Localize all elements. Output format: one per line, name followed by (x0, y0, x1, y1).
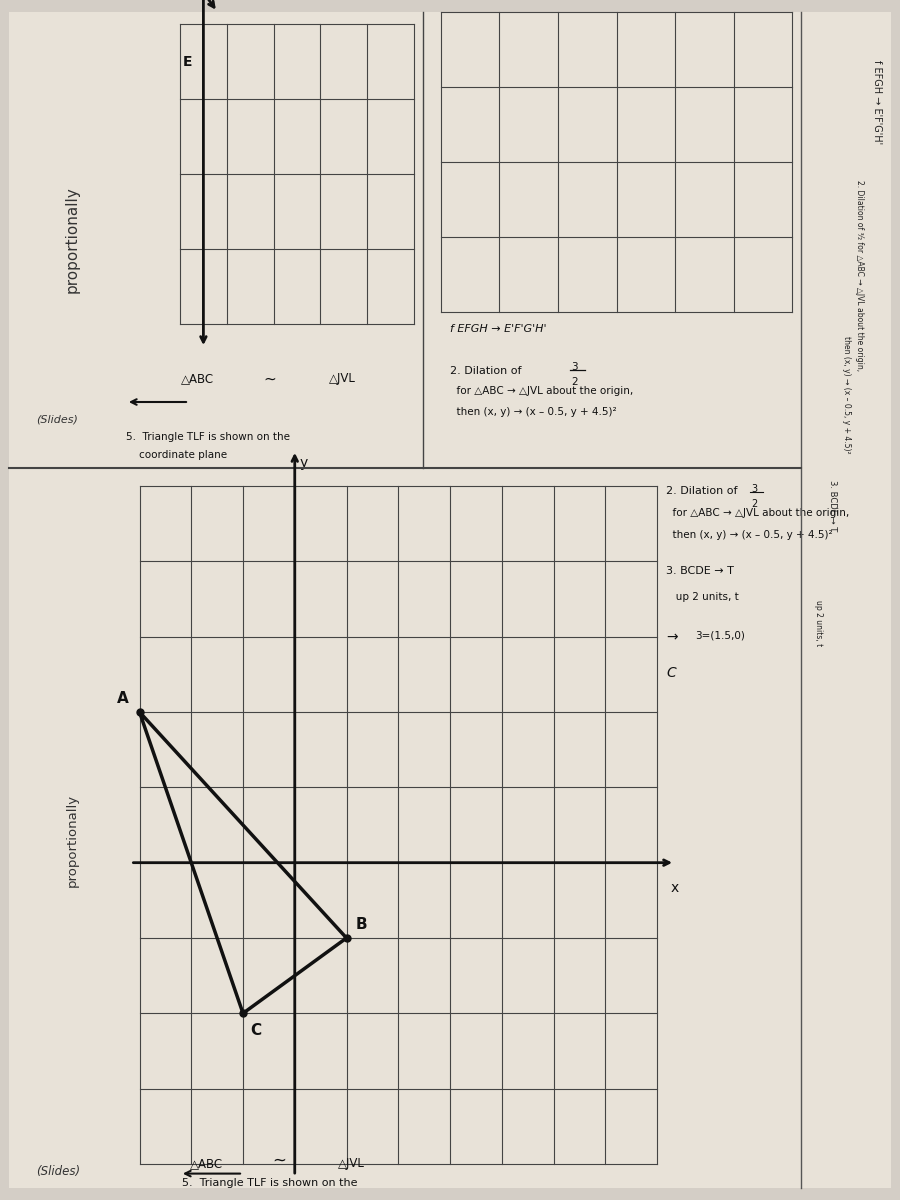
Text: for △ABC → △JVL about the origin,: for △ABC → △JVL about the origin, (666, 508, 850, 517)
Text: then (x, y) → (x – 0.5, y + 4.5)²: then (x, y) → (x – 0.5, y + 4.5)² (842, 336, 850, 454)
Text: 3: 3 (752, 484, 758, 493)
Text: 2: 2 (572, 377, 578, 386)
Text: 3. BCDE → T: 3. BCDE → T (828, 480, 837, 532)
Text: E: E (183, 54, 193, 68)
Text: for △ABC → △JVL about the origin,: for △ABC → △JVL about the origin, (450, 386, 634, 396)
Text: ~: ~ (264, 372, 276, 386)
Text: x: x (670, 881, 679, 895)
Text: coordinate plane: coordinate plane (126, 450, 227, 460)
Text: 2. Dilation of: 2. Dilation of (666, 486, 741, 496)
Text: 5.  Triangle TLF is shown on the: 5. Triangle TLF is shown on the (126, 432, 290, 442)
Text: C: C (250, 1022, 261, 1038)
Text: up 2 units, t: up 2 units, t (814, 600, 824, 647)
Text: △ABC: △ABC (191, 1157, 223, 1170)
Text: f EFGH → E'F'G'H': f EFGH → E'F'G'H' (450, 324, 546, 334)
Text: proportionally: proportionally (66, 793, 78, 887)
Text: then (x, y) → (x – 0.5, y + 4.5)²: then (x, y) → (x – 0.5, y + 4.5)² (666, 530, 832, 540)
Text: (Slides): (Slides) (36, 1165, 80, 1178)
Text: △JVL: △JVL (328, 372, 356, 385)
Text: B: B (356, 917, 367, 932)
Text: A: A (117, 691, 129, 706)
Text: f EFGH → E'F'G'H': f EFGH → E'F'G'H' (872, 60, 883, 144)
Text: then (x, y) → (x – 0.5, y + 4.5)²: then (x, y) → (x – 0.5, y + 4.5)² (450, 407, 616, 416)
Text: →: → (666, 630, 678, 644)
Text: 2: 2 (752, 499, 758, 509)
Text: 3=(1.5,0): 3=(1.5,0) (695, 630, 744, 640)
Text: C: C (666, 666, 676, 680)
Text: 2. Dilation of: 2. Dilation of (450, 366, 525, 376)
Text: 5.  Triangle TLF is shown on the: 5. Triangle TLF is shown on the (182, 1178, 358, 1188)
Text: y: y (299, 456, 308, 470)
Text: up 2 units, t: up 2 units, t (666, 592, 739, 601)
Text: △ABC: △ABC (182, 372, 214, 385)
Text: ~: ~ (272, 1152, 286, 1170)
Text: proportionally: proportionally (65, 187, 79, 293)
Text: 3. BCDE → T: 3. BCDE → T (666, 566, 734, 576)
Text: △JVL: △JVL (338, 1157, 364, 1170)
Text: (Slides): (Slides) (36, 414, 78, 424)
Text: 2. Dilation of ³⁄₂ for △ABC → △JVL about the origin,: 2. Dilation of ³⁄₂ for △ABC → △JVL about… (855, 180, 864, 371)
Text: 3: 3 (572, 362, 578, 372)
